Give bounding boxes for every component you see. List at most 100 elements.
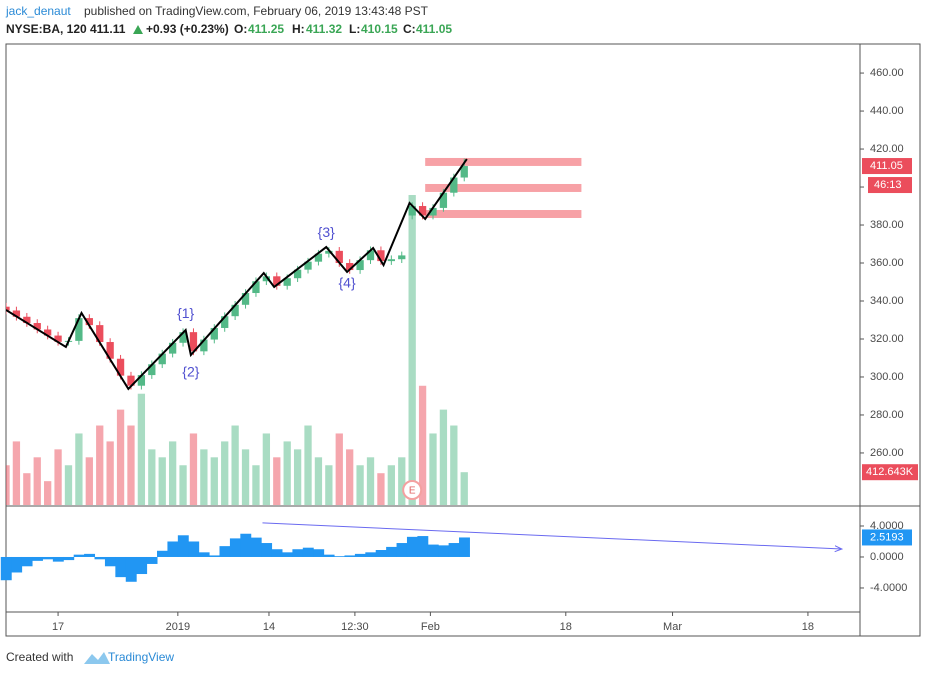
candle-body [200, 339, 208, 352]
candle-body [127, 375, 135, 386]
footer-brand[interactable]: TradingView [108, 650, 174, 664]
x-tick-label: 18 [802, 621, 814, 633]
osc-bar [167, 541, 179, 557]
volume-badge-label: 412.643K [866, 466, 914, 478]
candle-body [116, 358, 125, 376]
candle-body [54, 335, 62, 342]
candle-body [346, 263, 354, 271]
volume-bar [408, 195, 416, 505]
candle-body [148, 364, 156, 376]
volume-bar [12, 441, 21, 505]
osc-tick-label: 4.0000 [870, 520, 904, 532]
price-badge-label: 411.05 [870, 160, 903, 172]
candle-body [210, 327, 218, 340]
candle-body [325, 250, 333, 254]
volume-bar [273, 457, 281, 505]
candle-body [398, 255, 406, 260]
y-tick-label: 260.00 [870, 447, 904, 459]
x-tick-label: 17 [52, 621, 64, 633]
osc-bar [354, 553, 366, 557]
volume-bar [158, 457, 166, 505]
candle-body [189, 332, 198, 352]
x-tick-label: 14 [263, 621, 275, 633]
y-tick-label: 340.00 [870, 295, 904, 307]
plot [6, 157, 582, 505]
candle-body [231, 304, 239, 317]
osc-bar [94, 556, 106, 560]
volume-bar [429, 433, 437, 505]
volume-bar [356, 465, 364, 505]
osc-bar [157, 550, 168, 557]
target-zone [425, 157, 582, 166]
countdown: 46:13 [874, 179, 902, 191]
candle-body [23, 316, 31, 324]
o-label: O: [234, 22, 247, 36]
candle-body [6, 306, 10, 311]
osc-bar [448, 543, 460, 557]
osc-bar [365, 552, 377, 557]
y-tick-label: 280.00 [870, 409, 904, 421]
y-tick-label: 300.00 [870, 371, 904, 383]
target-zone [425, 210, 582, 218]
volume-bar [231, 425, 239, 505]
volume-bar [116, 409, 125, 505]
event-marker [402, 480, 423, 500]
h-value: 411.32 [306, 22, 342, 36]
osc-bar [396, 543, 408, 557]
y-tick-label: 440.00 [870, 105, 904, 117]
wave-label: {4} [339, 275, 356, 291]
volume-bar [44, 481, 52, 505]
l-label: L: [349, 22, 360, 36]
volume-bar [64, 465, 73, 505]
y-tick-label: 320.00 [870, 333, 904, 345]
trend-line [262, 522, 841, 549]
candle-body [12, 310, 21, 317]
volume-badge [862, 464, 918, 481]
c-label: C: [403, 22, 416, 36]
candle-body [96, 325, 104, 343]
volume-bar [127, 425, 135, 505]
candle-body [356, 260, 364, 271]
last: 411.11 [90, 22, 126, 36]
osc-bar [115, 556, 127, 578]
osc-bar [104, 556, 116, 567]
osc-bar [11, 556, 23, 573]
volume-bar [325, 465, 333, 505]
osc-bar [344, 555, 356, 557]
osc-bar [177, 535, 189, 557]
event-label: E [409, 486, 416, 497]
wave-label: {3} [318, 224, 335, 240]
osc-bar [209, 555, 220, 557]
volume-bar [33, 457, 41, 505]
l-value: 410.15 [361, 22, 398, 36]
volume-bar [418, 385, 427, 505]
osc-bar [0, 556, 12, 581]
osc-bar [292, 549, 304, 557]
volume-bar [304, 425, 312, 505]
author[interactable]: jack_denaut [5, 4, 71, 18]
candle-body [460, 166, 468, 178]
volume-bar [262, 433, 271, 505]
volume-bar [377, 473, 385, 505]
candle-body [221, 316, 229, 328]
candle-body [44, 329, 52, 336]
osc-bar [386, 546, 398, 557]
osc-bar [188, 541, 200, 557]
osc-bar [281, 552, 293, 557]
volume-bar [398, 457, 406, 505]
osc-bar [313, 549, 325, 557]
osc-badge-label: 2.5193 [870, 531, 904, 543]
osc-bar [136, 556, 148, 575]
candle-body [429, 207, 437, 216]
osc-tick-label: 0.0000 [870, 551, 904, 563]
candle-body [168, 342, 177, 354]
wave-label: {1} [177, 305, 194, 321]
osc-bar [250, 537, 262, 557]
candle-body [137, 375, 146, 386]
candle-body [273, 276, 281, 286]
candle-body [283, 278, 291, 286]
candle-body [335, 250, 343, 264]
published: published on TradingView.com, February 0… [84, 4, 429, 18]
volume-bar [221, 441, 229, 505]
